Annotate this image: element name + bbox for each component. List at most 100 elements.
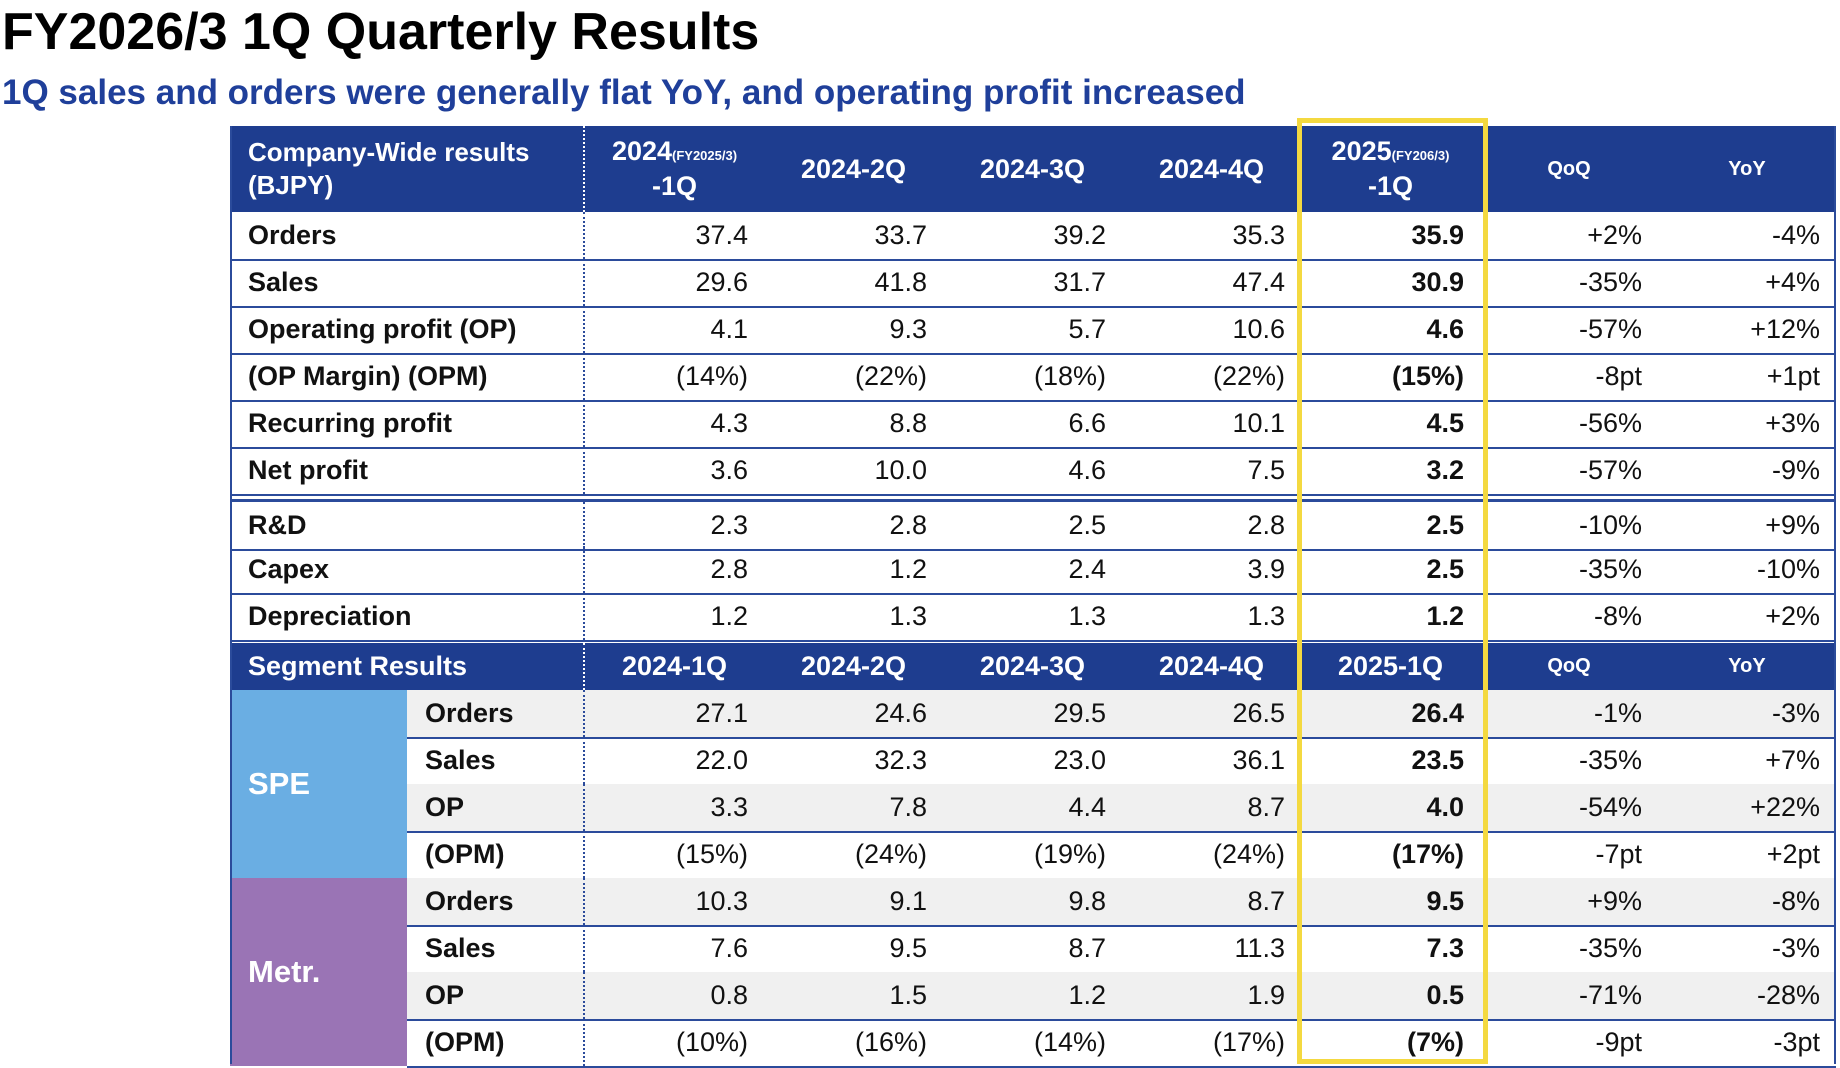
segment-row-value: (14%) [1033, 1027, 1106, 1057]
company-row-value: 10.1 [1232, 408, 1285, 438]
segment-row-value: 24.6 [874, 698, 927, 728]
segment-row-value: +7% [1765, 745, 1820, 775]
segment-row-label: OP [407, 784, 585, 831]
segment-row-value: +22% [1750, 792, 1820, 822]
company-row-label: Orders [230, 212, 585, 259]
company-row-label: (OP Margin) (OPM) [230, 353, 585, 400]
company-row: Net profit 3.6 10.0 4.6 7.5 3.2 -57% -9% [230, 447, 1836, 496]
segment-row-value: -1% [1593, 698, 1642, 728]
segment-row-value: -7pt [1595, 839, 1642, 869]
segment-row-value: 23.0 [1053, 745, 1106, 775]
segment-row-value: +9% [1587, 886, 1642, 916]
company-row-value: (14%) [675, 361, 748, 391]
company-row-value: (15%) [1391, 361, 1464, 391]
company-header-label-line1: Company-Wide results [248, 137, 530, 167]
company-row-value: 4.3 [710, 408, 748, 438]
header-col-2025-1q-top: 2025(FY206/3) [1332, 136, 1450, 171]
company-row-value: 2.8 [1247, 510, 1285, 540]
segment-header-col: 2024-2Q [800, 651, 907, 681]
company-row-value: +9% [1765, 510, 1820, 540]
segment-row: (OPM) (10%) (16%) (14%) (17%) (7%) -9pt -3pt [407, 1019, 1836, 1068]
company-row-value: 39.2 [1053, 220, 1106, 250]
segment-row-value: 3.3 [710, 792, 748, 822]
company-row-label: Capex [230, 546, 585, 593]
segment-row-value: 9.5 [1426, 886, 1464, 916]
company-row-value: 3.6 [710, 455, 748, 485]
company-row: (OP Margin) (OPM) (14%) (22%) (18%) (22%) (15… [230, 353, 1836, 402]
segment-row: OP 0.8 1.5 1.2 1.9 0.5 -71% -28% [407, 972, 1836, 1021]
company-row-value: 35.9 [1411, 220, 1464, 250]
company-row-value: -35% [1578, 554, 1642, 584]
company-row-value: 1.3 [1247, 601, 1285, 631]
segment-row-value: -35% [1578, 933, 1642, 963]
company-row-value: +3% [1765, 408, 1820, 438]
company-row-value: 3.9 [1247, 554, 1285, 584]
company-row-value: 7.5 [1247, 455, 1285, 485]
segment-row-value: 4.4 [1068, 792, 1106, 822]
header-col-2024-4q: 2024-4Q [1158, 153, 1265, 184]
segment-header-col: 2024-4Q [1158, 651, 1265, 681]
header-col-2024-1q-year: 2024 [611, 136, 673, 166]
segment-row-value: 8.7 [1247, 886, 1285, 916]
segment-row-value: (15%) [675, 839, 748, 869]
segment-row-value: 0.8 [710, 980, 748, 1010]
company-row-label: R&D [230, 502, 585, 549]
company-row-label: Depreciation [230, 593, 585, 640]
segment-row-value: 10.3 [695, 886, 748, 916]
company-row-value: 1.2 [1426, 601, 1464, 631]
company-row-value: 6.6 [1068, 408, 1106, 438]
segment-row-value: (16%) [854, 1027, 927, 1057]
company-row-value: (22%) [1212, 361, 1285, 391]
company-row-value: 1.2 [710, 601, 748, 631]
segment-row-value: -3% [1771, 698, 1820, 728]
segment-row-value: +2pt [1766, 839, 1820, 869]
header-col-qoq: QoQ [1547, 157, 1591, 180]
company-row-value: -35% [1578, 267, 1642, 297]
company-row-value: 10.6 [1232, 314, 1285, 344]
segment-row-value: 29.5 [1053, 698, 1106, 728]
company-row-value: -8% [1593, 601, 1642, 631]
page-subtitle: 1Q sales and orders were generally flat … [2, 73, 1246, 112]
company-row-value: 2.5 [1426, 554, 1464, 584]
company-row: Orders 37.4 33.7 39.2 35.3 35.9 +2% -4% [230, 212, 1836, 261]
segment-row-value: (17%) [1391, 839, 1464, 869]
segment-row: Orders 27.1 24.6 29.5 26.5 26.4 -1% -3% [407, 690, 1836, 739]
company-row-value: 3.2 [1426, 455, 1464, 485]
segment-row-label: (OPM) [407, 831, 585, 878]
company-row: Capex 2.8 1.2 2.4 3.9 2.5 -35% -10% [230, 546, 1836, 595]
segment-row-value: 8.7 [1068, 933, 1106, 963]
segment-row-value: 23.5 [1411, 745, 1464, 775]
company-row-value: +2% [1587, 220, 1642, 250]
segment-row-label: OP [407, 972, 585, 1019]
company-row-value: 5.7 [1068, 314, 1106, 344]
company-row-value: 33.7 [874, 220, 927, 250]
segment-row-value: 1.5 [889, 980, 927, 1010]
segment-row-value: 9.5 [889, 933, 927, 963]
segment-row-value: -54% [1578, 792, 1642, 822]
segment-row-value: -8% [1771, 886, 1820, 916]
segment-row-value: 7.3 [1426, 933, 1464, 963]
segment-row: Orders 10.3 9.1 9.8 8.7 9.5 +9% -8% [407, 878, 1836, 927]
company-row-value: 37.4 [695, 220, 748, 250]
segment-row-value: 7.8 [889, 792, 927, 822]
segment-row-value: 7.6 [710, 933, 748, 963]
header-col-2024-1q-quarter: -1Q [651, 171, 697, 201]
segment-row-value: (24%) [1212, 839, 1285, 869]
company-row-value: -10% [1756, 554, 1820, 584]
segment-row-value: (19%) [1033, 839, 1106, 869]
company-row-value: +2% [1765, 601, 1820, 631]
header-col-2025-1q: 2025(FY206/3) -1Q [1301, 126, 1480, 212]
company-row: Operating profit (OP) 4.1 9.3 5.7 10.6 4.6 -57… [230, 306, 1836, 355]
segment-row-label: Orders [407, 878, 585, 925]
company-row-value: 2.8 [889, 510, 927, 540]
company-row-label: Operating profit (OP) [230, 306, 585, 353]
header-col-2025-1q-year: 2025 [1331, 136, 1392, 166]
segment-row-value: 32.3 [874, 745, 927, 775]
company-row-value: 9.3 [889, 314, 927, 344]
segment-header-row: Segment Results 2024-1Q 2024-2Q 2024-3Q 2024… [230, 643, 1836, 690]
company-row-value: 2.8 [710, 554, 748, 584]
segment-row-value: 9.8 [1068, 886, 1106, 916]
company-row-value: -57% [1578, 314, 1642, 344]
company-row-value: -4% [1771, 220, 1820, 250]
segment-row-value: 26.4 [1411, 698, 1464, 728]
